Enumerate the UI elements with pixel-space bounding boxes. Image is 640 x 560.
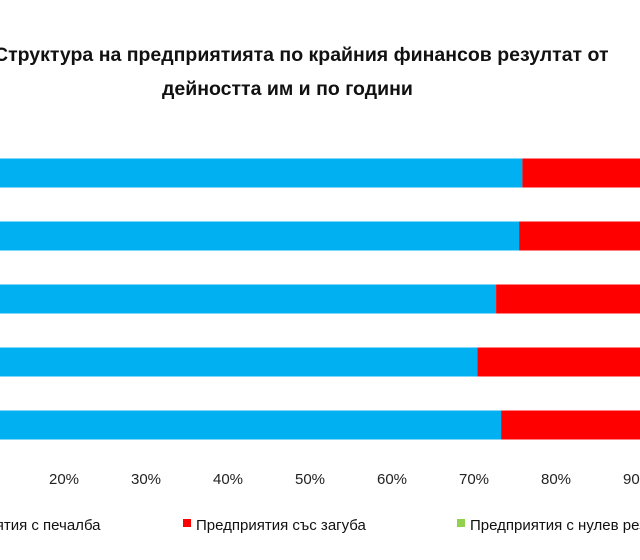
chart-title-line-2: дейността им и по години — [162, 78, 413, 100]
bar-segment-series-1-row-2 — [0, 221, 520, 251]
x-tick-label: 20% — [49, 471, 79, 488]
x-tick-label: 50% — [295, 471, 325, 488]
x-tick-label: 30% — [131, 471, 161, 488]
bar-segment-series-2-row-3 — [496, 284, 640, 314]
legend-swatch-series-3 — [457, 519, 465, 527]
x-tick-label: 40% — [213, 471, 243, 488]
bar-segment-series-1-row-1 — [0, 158, 523, 188]
x-axis-tick-labels: 10%20%30%40%50%60%70%80%90% — [49, 471, 640, 488]
x-tick-label: 70% — [459, 471, 489, 488]
bar-segment-series-2-row-2 — [519, 221, 640, 251]
bar-segment-series-1-row-5 — [0, 410, 502, 440]
legend-label-series-3: Предприятия с нулев резултат — [470, 517, 640, 534]
x-tick-label: 90% — [623, 471, 640, 488]
bar-segment-series-2-row-5 — [501, 410, 640, 440]
bar-segment-series-1-row-3 — [0, 284, 497, 314]
bars-group — [0, 158, 640, 440]
chart-title: Структура на предприятията по крайния фи… — [0, 40, 640, 110]
x-tick-label: 60% — [377, 471, 407, 488]
legend-label-series-1: Предприятия с печалба — [0, 517, 101, 534]
legend-label-series-2: Предприятия със загуба — [196, 517, 367, 534]
bar-segment-series-2-row-1 — [522, 158, 640, 188]
bar-segment-series-2-row-4 — [477, 347, 640, 377]
x-tick-label: 80% — [541, 471, 571, 488]
legend-swatch-series-2 — [183, 519, 191, 527]
bar-segment-series-1-row-4 — [0, 347, 478, 377]
legend: Предприятия с печалба Предприятия със заг… — [0, 517, 640, 534]
chart-title-line-1: Структура на предприятията по крайния фи… — [0, 44, 609, 66]
